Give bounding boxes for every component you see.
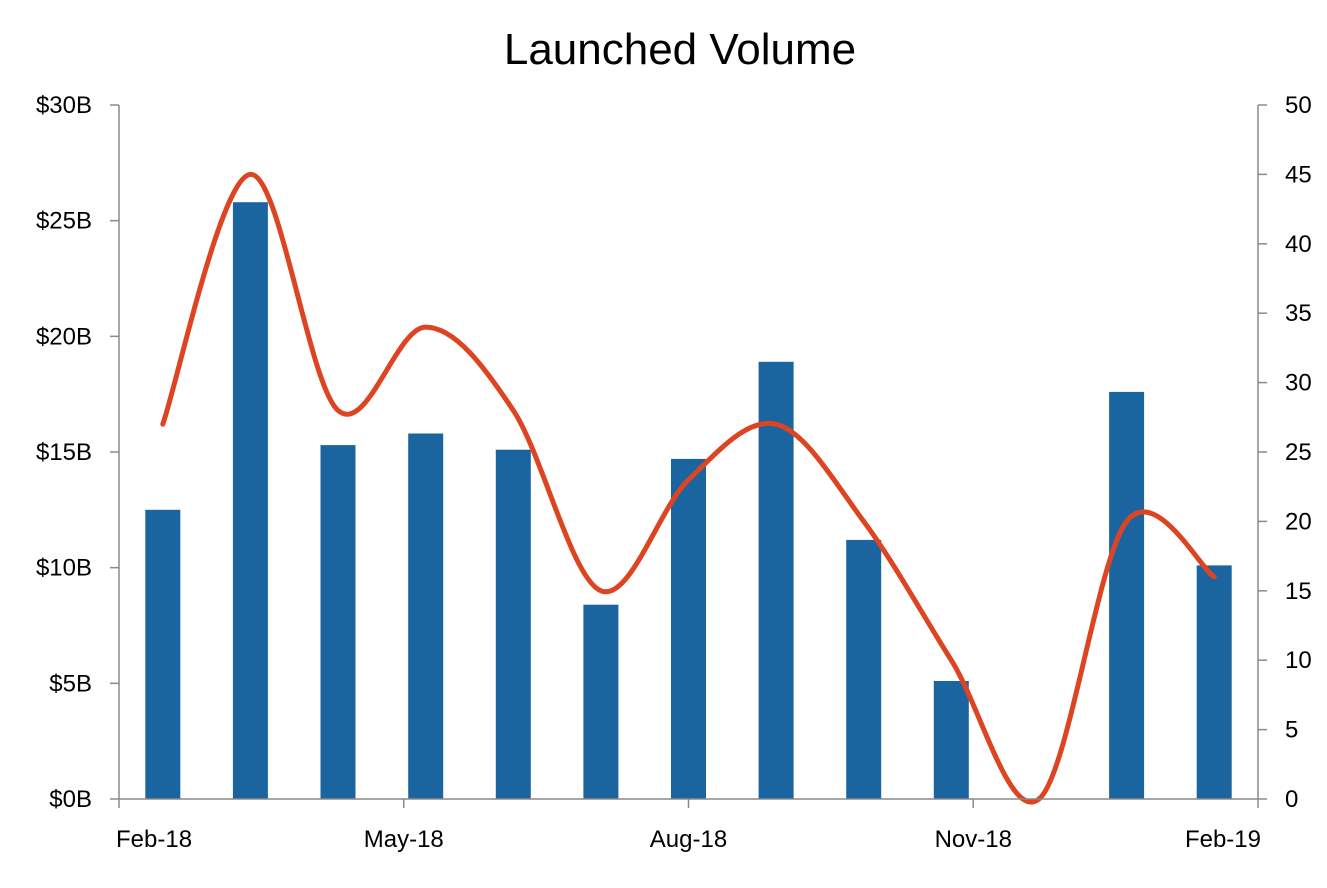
left-tick-label: $5B	[49, 670, 92, 697]
right-tick-label: 45	[1285, 161, 1312, 188]
volume-count-line	[160, 171, 1217, 805]
bar-feb-18	[145, 509, 181, 799]
axes-layer: $0B $5B $10B $15B $20B $25B $30B 0 5 10 15 20 25 30 35…	[36, 92, 1312, 853]
bar-mar-18	[232, 202, 268, 799]
chart-title: Launched Volume	[504, 25, 856, 74]
bar-jan-19	[1109, 391, 1145, 799]
x-tick-label: May-18	[364, 826, 444, 853]
right-tick-label: 10	[1285, 647, 1312, 674]
bar-may-18	[408, 433, 444, 799]
bars-layer	[145, 202, 1232, 799]
right-tick-label: 40	[1285, 231, 1312, 258]
left-tick-label: $25B	[36, 208, 92, 235]
right-tick-label: 35	[1285, 300, 1312, 327]
bar-oct-18	[846, 539, 882, 799]
x-tick-label: Feb-19	[1185, 826, 1261, 853]
bar-apr-18	[320, 445, 356, 799]
bar-jul-18	[583, 604, 619, 799]
right-tick-label: 20	[1285, 508, 1312, 535]
x-tick-label: Aug-18	[650, 826, 727, 853]
right-tick-label: 15	[1285, 578, 1312, 605]
right-tick-label: 25	[1285, 439, 1312, 466]
right-tick-label: 50	[1285, 92, 1312, 119]
bar-feb-19	[1196, 565, 1232, 799]
left-tick-label: $15B	[36, 439, 92, 466]
bar-sep-18	[758, 361, 794, 799]
bar-nov-18	[933, 681, 969, 799]
right-tick-label: 5	[1285, 717, 1298, 744]
right-tick-label: 0	[1285, 786, 1298, 813]
left-tick-label: $10B	[36, 555, 92, 582]
bar-aug-18	[671, 458, 706, 799]
left-tick-label: $30B	[36, 92, 92, 119]
left-tick-label: $0B	[49, 786, 92, 813]
right-tick-label: 30	[1285, 370, 1312, 397]
x-tick-label: Feb-18	[116, 826, 192, 853]
line-layer	[160, 171, 1217, 805]
left-tick-label: $20B	[36, 323, 92, 350]
bar-jun-18	[495, 449, 531, 799]
x-tick-label: Nov-18	[935, 826, 1012, 853]
